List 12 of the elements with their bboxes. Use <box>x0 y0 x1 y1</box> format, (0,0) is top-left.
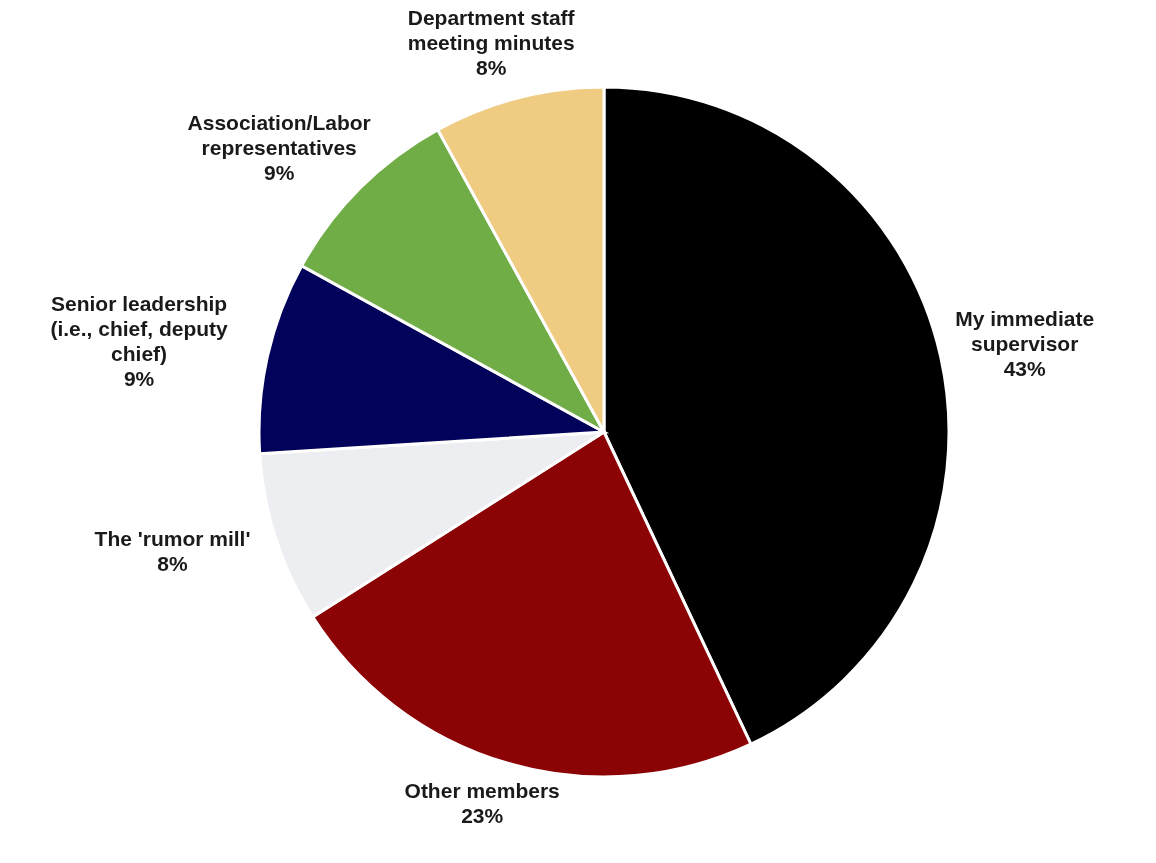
slice-label: Department staff meeting minutes <box>407 6 576 55</box>
data-label: 9% <box>263 161 295 185</box>
data-label: 9% <box>123 366 155 390</box>
slice-label: My immediate supervisor <box>955 306 1095 355</box>
slice-label: Association/Labor representatives <box>187 111 371 160</box>
slice-label: Senior leadership (i.e., chief, deputy chief) <box>50 291 229 365</box>
data-label: 8% <box>475 56 507 80</box>
slice-label: The 'rumor mill' <box>94 526 251 550</box>
data-label: 8% <box>157 551 188 575</box>
data-label: 23% <box>461 804 504 828</box>
data-label: 43% <box>1003 356 1046 380</box>
slice-label: Other members <box>404 779 560 803</box>
